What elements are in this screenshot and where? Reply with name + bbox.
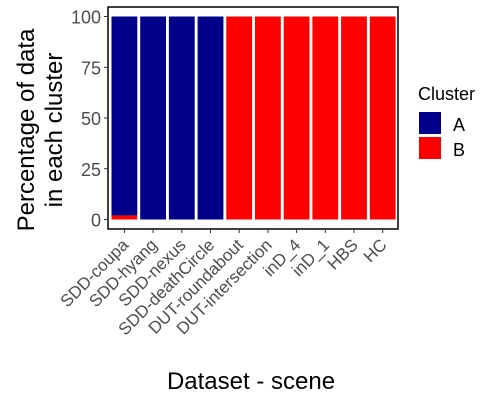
legend-title: Cluster — [418, 84, 475, 104]
x-tick-label: HC — [360, 235, 391, 266]
y-tick-label: 100 — [71, 8, 101, 28]
bar-a-sdd-deathcircle — [197, 16, 224, 220]
y-axis-title-line-2: in each cluster — [41, 53, 68, 208]
bar-a-sdd-hyang — [140, 16, 166, 220]
y-tick-label: 50 — [81, 109, 101, 129]
y-tick-label: 75 — [81, 58, 101, 78]
bar-b-ind_1 — [312, 16, 339, 220]
legend-swatch-b — [419, 137, 441, 159]
bar-a-sdd-coupa — [111, 16, 138, 216]
legend-label-b: B — [453, 140, 465, 160]
bars-layer — [111, 16, 396, 220]
bar-b-dut-roundabout — [226, 16, 253, 220]
bar-a-sdd-nexus — [168, 16, 195, 220]
bar-b-dut-intersection — [255, 16, 281, 220]
y-tick-label: 25 — [81, 160, 101, 180]
legend-label-a: A — [453, 115, 465, 135]
bar-b-hc — [369, 16, 396, 220]
bar-b-sdd-coupa — [111, 215, 138, 220]
x-axis-title: Dataset - scene — [167, 368, 335, 395]
bar-b-ind_4 — [283, 16, 310, 220]
x-tick-label: HBS — [324, 235, 362, 273]
y-axis-title-line-1: Percentage of data — [13, 28, 40, 231]
bar-b-hbs — [341, 16, 367, 220]
legend: Cluster A B — [418, 84, 475, 160]
y-tick-label: 0 — [91, 211, 101, 231]
legend-swatch-a — [419, 112, 441, 134]
